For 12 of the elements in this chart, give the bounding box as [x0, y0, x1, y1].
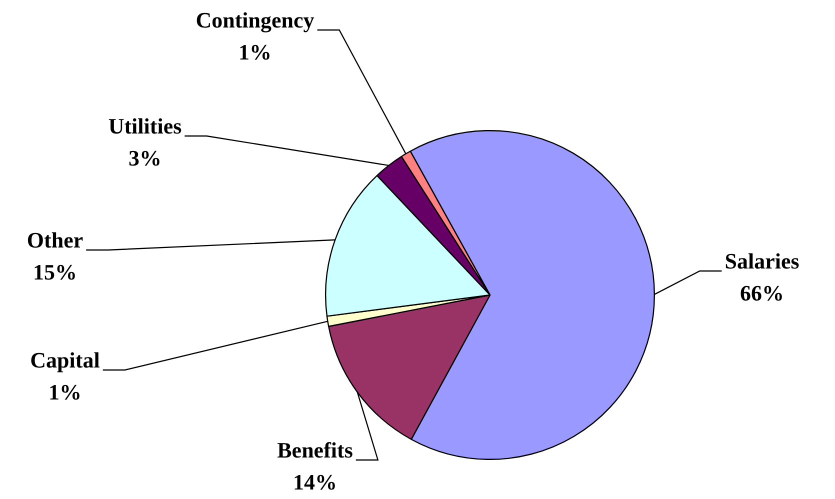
data-label: 3% — [128, 146, 162, 171]
slice-label: Contingency — [196, 8, 314, 33]
slice-label: Salaries — [724, 248, 800, 274]
data-label: 1% — [238, 40, 272, 65]
data-label: 15% — [33, 260, 77, 285]
slice-label: Other — [26, 228, 84, 253]
data-label: 14% — [293, 470, 337, 495]
slice-label: Capital — [30, 348, 100, 373]
data-label: 1% — [48, 380, 82, 405]
slice-label: Utilities — [108, 114, 182, 139]
slice-label: Benefits — [277, 438, 354, 463]
data-label: 66% — [740, 280, 784, 306]
